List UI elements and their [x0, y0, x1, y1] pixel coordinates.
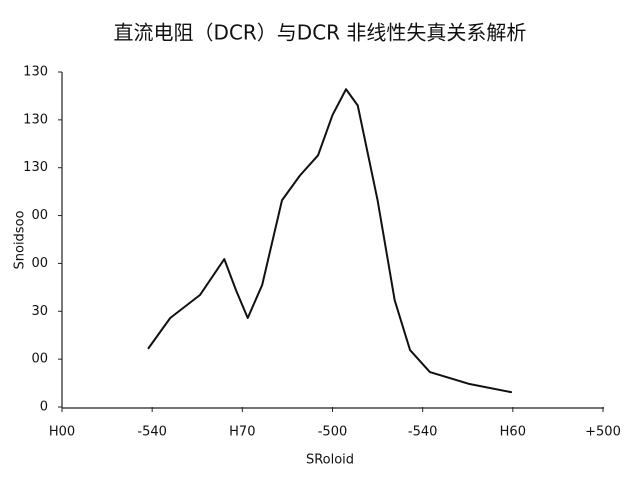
- x-axis-title: SRoloid: [306, 453, 354, 468]
- x-tick-label: +500: [585, 425, 621, 440]
- y-tick-label: 130: [23, 112, 48, 127]
- y-tick-label: 00: [31, 256, 48, 271]
- chart-title: 直流电阻（DCR）与DCR 非线性失真关系解析: [114, 21, 527, 45]
- y-tick-label: 0: [40, 400, 48, 415]
- x-tick-label: H70: [229, 425, 255, 440]
- y-axis-title: Snoidsoo: [13, 210, 28, 269]
- x-tick-label: -540: [137, 425, 167, 440]
- y-tick-label: 00: [31, 208, 48, 223]
- y-tick-label: 130: [23, 65, 48, 80]
- y-tick-label: 00: [31, 352, 48, 367]
- line: [147, 88, 513, 394]
- x-tick-label: H00: [49, 425, 75, 440]
- x-tick-label: -500: [318, 425, 348, 440]
- x-tick-label: H60: [500, 425, 526, 440]
- x-tick-label: -540: [408, 425, 438, 440]
- y-tick-label: 30: [31, 304, 48, 319]
- y-tick-label: 130: [23, 160, 48, 175]
